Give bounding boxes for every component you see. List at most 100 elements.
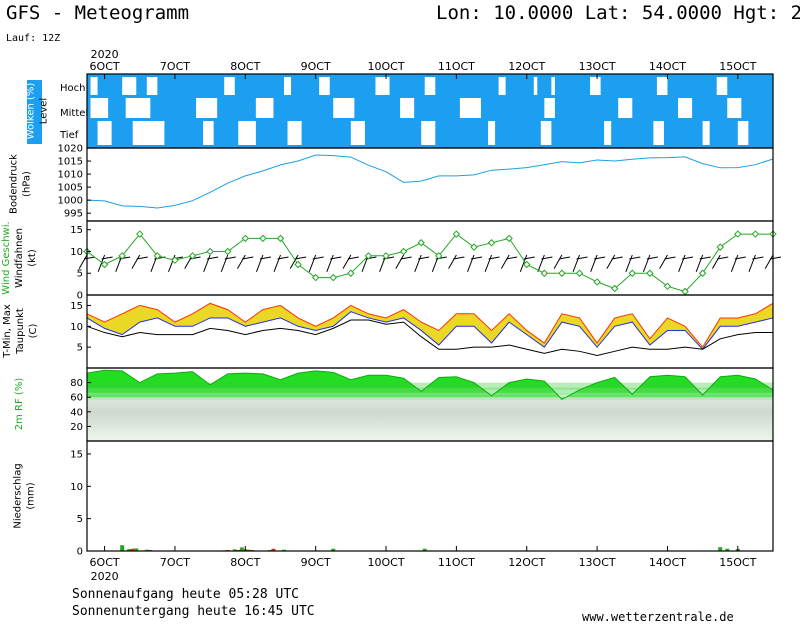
wind-barb	[711, 254, 721, 269]
wind-barb	[136, 256, 148, 260]
y-tick-label: 1010	[58, 170, 83, 181]
precip-bar-rain	[422, 548, 427, 551]
y-tick-label: 10	[70, 482, 83, 493]
y-axis-label: Bodendruck	[9, 154, 20, 214]
cloud-clear-hoch	[424, 77, 436, 95]
cloud-level-label: Mittel	[60, 108, 88, 119]
wind-speed-point	[364, 252, 373, 260]
wind-barb	[488, 256, 500, 260]
wind-barb	[500, 254, 510, 269]
y-axis-label: T-Min, Max	[2, 304, 13, 359]
wind-speed-point	[751, 230, 760, 238]
wind-barb	[97, 254, 106, 273]
wind-barb	[448, 254, 457, 269]
wind-speed-point	[241, 234, 250, 243]
model-run-label: Lauf: 12Z	[6, 33, 61, 44]
wind-barb	[453, 256, 465, 260]
wind-speed-point	[716, 243, 724, 251]
cloud-clear-mittel	[459, 98, 482, 118]
chart-title: GFS - Meteogramm	[6, 2, 190, 24]
wind-barb	[506, 256, 518, 260]
wind-barb	[541, 256, 553, 260]
wind-speed-point	[452, 230, 461, 238]
precip-bar-rain	[232, 549, 237, 551]
wind-barb	[576, 256, 588, 260]
humidity-shade-band	[87, 387, 773, 395]
tmax-line	[86, 302, 774, 348]
wind-speed-point	[153, 252, 162, 260]
y-tick-label: 10	[70, 322, 83, 333]
cloud-clear-tief	[97, 121, 112, 145]
humidity-shade-band	[87, 382, 773, 390]
wind-speed-point	[118, 252, 126, 260]
x-tick-label-bottom: 13OCT	[579, 556, 616, 569]
precip-bar-rain	[144, 549, 149, 551]
wind-barb	[752, 256, 764, 260]
wind-speed-point	[558, 269, 566, 277]
wind-barb	[699, 256, 711, 260]
cloud-clear-tief	[540, 121, 552, 145]
wind-barb	[131, 254, 141, 269]
wind-speed-point	[698, 269, 707, 277]
wind-speed-point	[136, 230, 144, 238]
x-tick-label-bottom: 15OCT	[719, 556, 756, 569]
wind-speed-point	[276, 234, 285, 243]
wind-speed-point	[470, 243, 478, 251]
wind-barb	[237, 254, 246, 269]
wind-speed-point	[610, 284, 619, 293]
humidity-line	[86, 369, 774, 401]
cloud-clear-tief	[737, 121, 749, 145]
wind-speed-point	[523, 260, 531, 269]
wind-barb	[625, 254, 633, 273]
x-tick-label-bottom: 9OCT	[301, 556, 331, 569]
wind-barb	[611, 256, 623, 260]
wind-speed-point	[540, 269, 549, 277]
cloud-clear-tief	[604, 121, 612, 145]
wind-barb	[470, 256, 483, 260]
wind-speed-point	[171, 256, 179, 264]
wind-speed-point	[311, 273, 320, 282]
precip-bar-rain	[718, 547, 723, 551]
wind-barb	[730, 254, 739, 273]
y-axis-label: (mm)	[26, 482, 37, 509]
sunset-text: Sonnenuntergang heute 16:45 UTC	[72, 604, 315, 619]
wind-barb	[255, 254, 264, 273]
wind-speed-point	[646, 269, 654, 277]
x-tick-label-bottom: 10OCT	[367, 556, 404, 569]
wind-barb	[220, 254, 229, 273]
sunrise-text: Sonnenaufgang heute 05:28 UTC	[72, 587, 299, 602]
x-tick-label-top: 7OCT	[160, 60, 190, 73]
wind-speed-point	[224, 247, 232, 256]
x-tick-label-bottom: 12OCT	[508, 556, 545, 569]
x-tick-label-top: 9OCT	[301, 60, 331, 73]
wind-barb	[347, 256, 359, 260]
y-axis-label: Level	[39, 98, 50, 124]
wind-barb	[664, 256, 676, 260]
wind-barb	[748, 254, 756, 273]
cloud-clear-tief	[287, 121, 302, 145]
cloud-clear-tief	[488, 121, 496, 145]
cloud-clear-hoch	[716, 77, 728, 95]
wind-barb	[659, 254, 668, 269]
cloud-clear-hoch	[375, 77, 390, 95]
wind-barb	[101, 256, 113, 260]
cloud-clear-hoch	[90, 77, 98, 95]
cloud-clear-tief	[702, 121, 710, 145]
wind-speed-point	[663, 282, 672, 291]
wind-speed-point	[593, 278, 601, 286]
wind-barb	[224, 256, 236, 260]
precip-bar-rain	[239, 547, 244, 551]
cloud-clear-hoch	[224, 77, 235, 95]
wind-barb	[312, 256, 324, 260]
wind-barb	[382, 256, 395, 260]
y-tick-label: 60	[70, 393, 83, 404]
y-axis-label: Wind Geschwi.	[1, 221, 12, 294]
x-tick-label-top: 8OCT	[230, 60, 260, 73]
cloud-label-backdrop	[27, 80, 42, 144]
location-readout: Lon: 10.0000 Lat: 54.0000 Hgt: 2	[436, 2, 800, 24]
y-axis-label: (C)	[28, 324, 39, 339]
x-tick-label-bottom: 14OCT	[649, 556, 686, 569]
wind-barb	[203, 254, 211, 273]
wind-barb	[717, 256, 729, 260]
